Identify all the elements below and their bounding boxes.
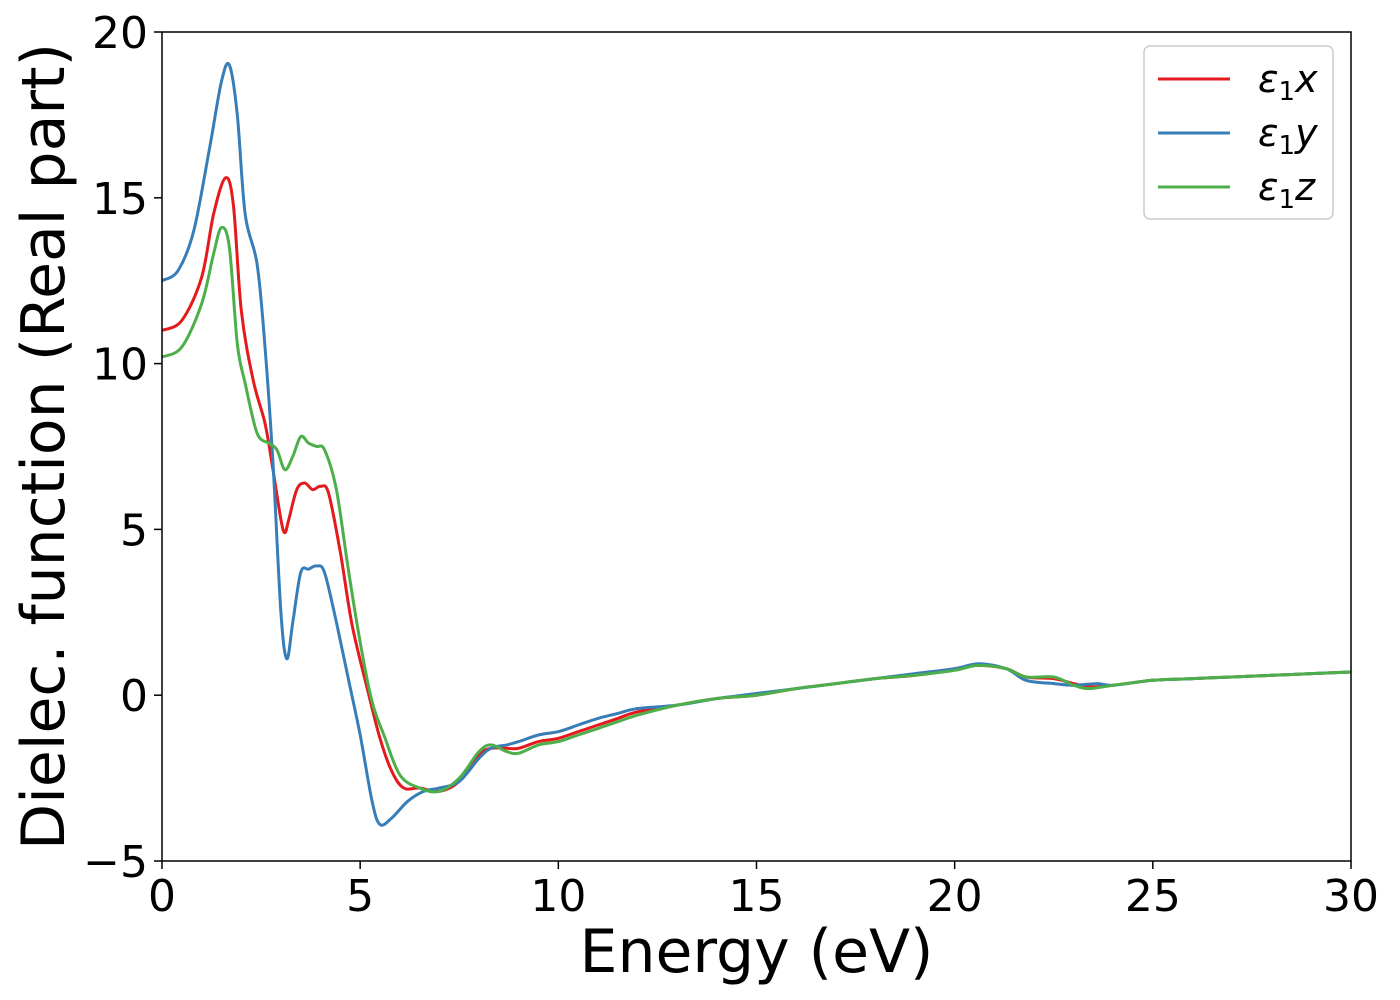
x-tick-label: 5	[346, 871, 374, 922]
x-tick-label: 10	[530, 871, 586, 922]
x-tick-label: 0	[148, 871, 176, 922]
y-tick-label: 5	[120, 505, 148, 556]
y-axis-ticks: −5 0 5 10 15 20	[83, 8, 162, 888]
series-line-z	[162, 225, 1351, 794]
legend-label-x: ε1x	[1258, 57, 1318, 107]
legend-label-z: ε1z	[1258, 165, 1316, 215]
x-tick-label: 30	[1323, 871, 1379, 922]
x-axis-title: Energy (eV)	[580, 917, 934, 987]
y-tick-label: 10	[92, 340, 148, 391]
y-tick-label: 0	[120, 671, 148, 722]
x-axis-ticks: 0 5 10 15 20 25 30	[148, 861, 1379, 922]
series-layer	[162, 61, 1351, 827]
x-tick-label: 15	[729, 871, 785, 922]
y-axis-title: Dielec. function (Real part)	[9, 43, 79, 850]
y-tick-label: 15	[92, 174, 148, 225]
legend-label-y: ε1y	[1258, 111, 1318, 161]
legend-box	[1143, 45, 1334, 220]
y-tick-label: −5	[83, 837, 148, 888]
series-line-x	[162, 176, 1351, 794]
y-tick-label: 20	[92, 8, 148, 59]
series-line-y	[162, 61, 1351, 827]
x-tick-label: 25	[1125, 871, 1181, 922]
x-tick-label: 20	[927, 871, 983, 922]
